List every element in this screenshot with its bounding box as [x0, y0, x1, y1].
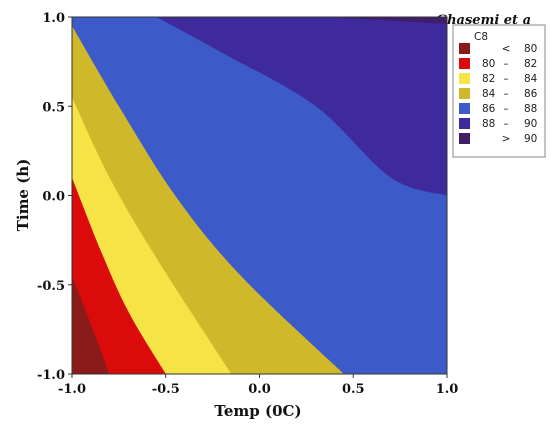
legend-operator: – [503, 88, 508, 100]
legend-swatch [459, 73, 470, 84]
legend-operator: < [502, 43, 511, 55]
legend-swatch [459, 118, 470, 129]
y-tick-label: -0.5 [37, 279, 65, 294]
legend-lower-value: 86 [482, 103, 496, 115]
x-axis-title: Temp (0C) [214, 402, 301, 420]
legend-upper-value: 86 [524, 88, 538, 100]
y-tick-label: 0.0 [42, 190, 65, 205]
legend-lower-value: 80 [482, 58, 495, 70]
legend-upper-value: 90 [524, 133, 537, 145]
contour-band-below-80 [72, 275, 110, 374]
y-axis-title: Time (h) [14, 159, 32, 232]
axis-ticks: -1.0 -0.5 0.0 0.5 1.0 -1.0 -0.5 0.0 0.5 1.0 [37, 11, 458, 397]
legend-title: C8 [474, 31, 488, 43]
legend-swatch [459, 103, 470, 114]
y-tick-label: 1.0 [42, 11, 65, 26]
legend-upper-value: 80 [524, 43, 537, 55]
plot-area [71, 16, 448, 375]
legend-lower-value: 84 [482, 88, 496, 100]
x-tick-label: 1.0 [436, 382, 459, 397]
contour-band-80-82 [72, 177, 166, 374]
legend-upper-value: 84 [524, 73, 538, 85]
legend-operator: > [502, 133, 511, 145]
legend-swatch [459, 88, 470, 99]
legend-swatch [459, 133, 470, 144]
legend-lower-value: 82 [482, 73, 495, 85]
x-tick-label: -0.5 [152, 382, 180, 397]
legend-lower-value: 88 [482, 118, 495, 130]
legend-upper-value: 90 [524, 118, 537, 130]
y-tick-label: -1.0 [37, 368, 65, 383]
header-citation: Ghasemi et a [436, 13, 531, 28]
legend-operator: – [503, 118, 508, 130]
legend-operator: – [503, 58, 508, 70]
legend-swatch [459, 58, 470, 69]
legend-upper-value: 82 [524, 58, 537, 70]
x-tick-label: 0.0 [248, 382, 271, 397]
legend-upper-value: 88 [524, 103, 537, 115]
x-tick-label: 0.5 [342, 382, 365, 397]
legend-operator: – [503, 103, 508, 115]
x-tick-label: -1.0 [58, 382, 86, 397]
legend-operator: – [503, 73, 508, 85]
legend-swatch [459, 43, 470, 54]
y-tick-label: 0.5 [42, 100, 65, 115]
